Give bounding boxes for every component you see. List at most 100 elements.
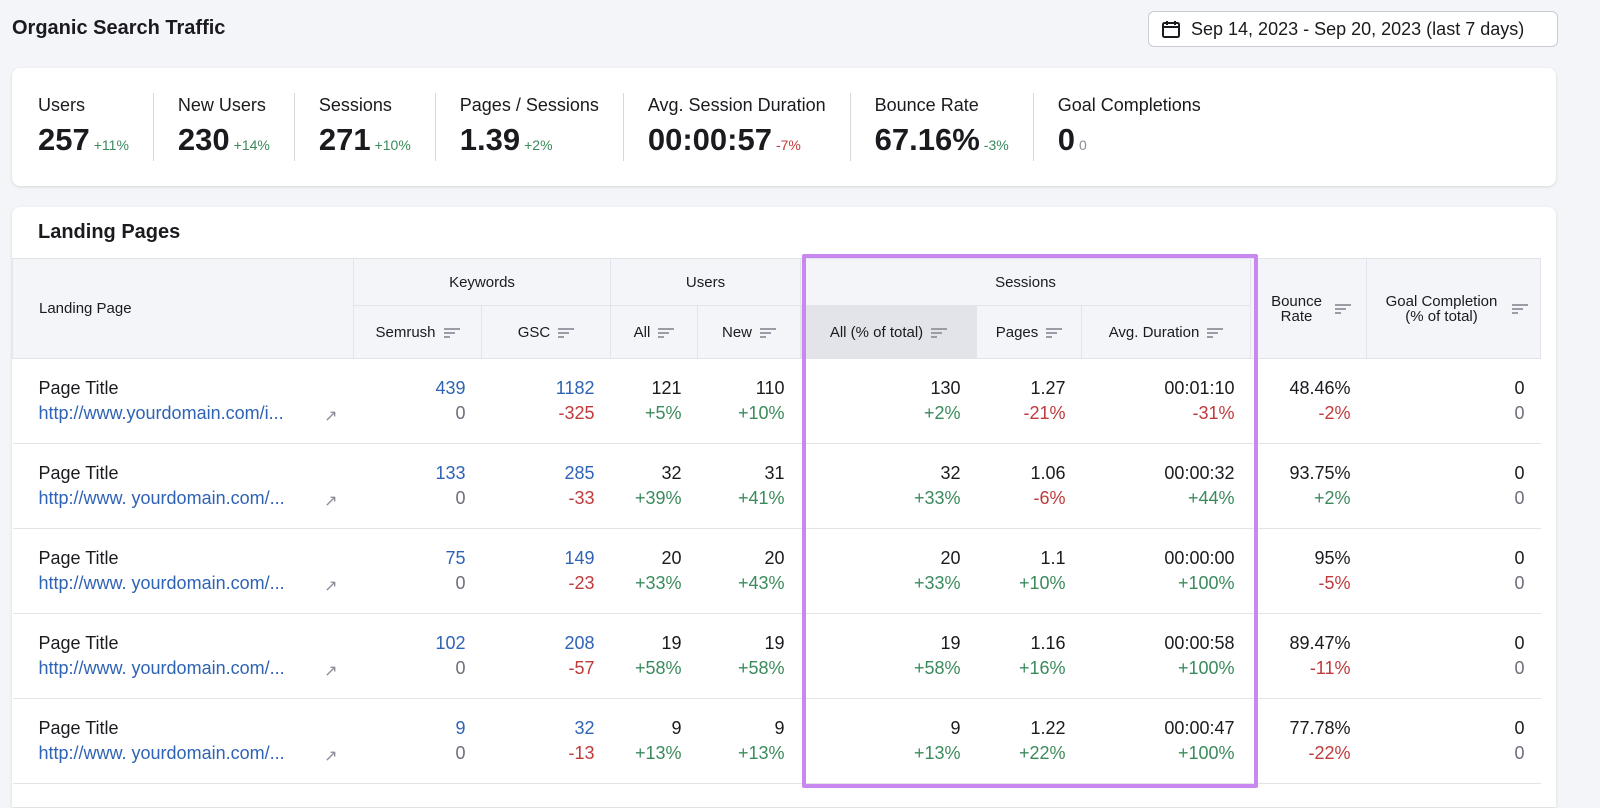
kpi-goal-completions: Goal Completions 0 0	[1057, 95, 1201, 157]
cell-sess: 130 +2%	[800, 358, 977, 444]
header-sessions: Sessions	[800, 258, 1251, 306]
cell-gsc: 32 -13	[481, 698, 611, 784]
header-users: Users	[610, 258, 801, 306]
external-link-icon[interactable]: ↗	[324, 663, 338, 680]
page-title: Page Title	[38, 378, 119, 398]
sort-icon[interactable]	[558, 326, 575, 340]
cell-sess: 20 +33%	[800, 528, 977, 614]
sort-icon[interactable]	[760, 326, 776, 340]
header-goal-completion[interactable]: Goal Completion (% of total)	[1366, 258, 1541, 359]
sort-icon[interactable]	[1046, 326, 1063, 340]
date-range-picker[interactable]: Sep 14, 2023 - Sep 20, 2023 (last 7 days…	[1148, 11, 1558, 47]
cell-landing-page: Page Title http://www. yourdomain.com/...…	[12, 613, 354, 699]
external-link-icon[interactable]: ↗	[324, 578, 338, 595]
kpi-pages-sessions: Pages / Sessions 1.39 +2%	[460, 93, 624, 161]
cell-bounce: 95% -5%	[1250, 528, 1367, 614]
external-link-icon[interactable]: ↗	[324, 408, 338, 425]
cell-pages: 1.16 +16%	[976, 613, 1082, 699]
cell-bounce: 48.46% -2%	[1250, 358, 1367, 444]
kpi-delta: +2%	[524, 137, 553, 153]
kpi-delta: -7%	[775, 137, 801, 153]
cell-landing-page: Page Title http://www. yourdomain.com/...…	[12, 698, 354, 784]
sort-icon[interactable]	[443, 326, 460, 340]
cell-pages: 1.22 +22%	[976, 698, 1082, 784]
kpi-bounce-rate: Bounce Rate 67.16% -3%	[875, 93, 1034, 161]
table-row: Page Title http://www. yourdomain.com/...…	[12, 698, 1541, 784]
column-all[interactable]: All	[610, 305, 698, 359]
section-title: Landing Pages	[38, 221, 181, 243]
cell-sess: 9 +13%	[800, 698, 977, 784]
page-url-link[interactable]: http://www. yourdomain.com/...	[38, 658, 285, 678]
calendar-icon	[1162, 21, 1180, 38]
kpi-delta: +14%	[233, 137, 270, 153]
cell-avg: 00:00:32 +44%	[1081, 443, 1251, 529]
column-gsc[interactable]: GSC	[481, 305, 611, 359]
cell-all: 19 +58%	[610, 613, 698, 699]
external-link-icon[interactable]: ↗	[324, 493, 338, 510]
cell-sess: 32 +33%	[800, 443, 977, 529]
sort-icon	[1512, 302, 1528, 316]
landing-pages-card: Landing Pages Landing Page Keywords User…	[12, 207, 1556, 807]
cell-landing-page: Page Title http://www. yourdomain.com/...…	[12, 443, 354, 529]
column-pages[interactable]: Pages	[976, 305, 1082, 359]
cell-new: 110 +10%	[697, 358, 801, 444]
cell-all: 20 +33%	[610, 528, 698, 614]
page-url-link[interactable]: http://www.yourdomain.com/i...	[38, 403, 284, 423]
page-url-link[interactable]: http://www. yourdomain.com/...	[38, 573, 285, 593]
kpi-summary: Users 257 +11% New Users 230 +14% Sessions 271 +…	[12, 68, 1556, 186]
cell-gsc: 1182 -325	[481, 358, 611, 444]
cell-new: 31 +41%	[697, 443, 801, 529]
sort-icon	[1334, 302, 1351, 316]
page-title: Page Title	[38, 633, 119, 653]
cell-gsc: 208 -57	[481, 613, 611, 699]
column-avg[interactable]: Avg. Duration	[1081, 305, 1251, 359]
kpi-users: Users 257 +11%	[38, 93, 154, 161]
cell-gsc: 149 -23	[481, 528, 611, 614]
cell-new: 19 +58%	[697, 613, 801, 699]
page-title: Page Title	[38, 718, 119, 738]
page-url-link[interactable]: http://www. yourdomain.com/...	[38, 488, 285, 508]
cell-bounce: 89.47% -11%	[1250, 613, 1367, 699]
table-row: Page Title http://www. yourdomain.com/...…	[12, 613, 1541, 699]
cell-semrush: 75 0	[353, 528, 482, 614]
column-semrush[interactable]: Semrush	[353, 305, 482, 359]
date-range-label: Sep 14, 2023 - Sep 20, 2023 (last 7 days…	[1191, 18, 1525, 39]
cell-semrush: 133 0	[353, 443, 482, 529]
cell-pages: 1.27 -21%	[976, 358, 1082, 444]
column-sess_all[interactable]: All (% of total)	[800, 305, 977, 359]
page-title: Page Title	[38, 463, 119, 483]
cell-avg: 00:00:47 +100%	[1081, 698, 1251, 784]
cell-avg: 00:00:00 +100%	[1081, 528, 1251, 614]
cell-landing-page: Page Title http://www. yourdomain.com/...…	[12, 528, 354, 614]
header-keywords: Keywords	[353, 258, 611, 306]
page-title: Organic Search Traffic	[12, 17, 226, 39]
kpi-sessions: Sessions 271 +10%	[319, 93, 436, 161]
sort-icon[interactable]	[931, 326, 948, 340]
sort-icon[interactable]	[658, 326, 675, 340]
kpi-delta: +11%	[93, 137, 129, 153]
kpi-delta: -3%	[983, 137, 1009, 153]
header-landing-page: Landing Page	[12, 258, 354, 359]
cell-semrush: 102 0	[353, 613, 482, 699]
sort-icon[interactable]	[1207, 326, 1224, 340]
cell-all: 32 +39%	[610, 443, 698, 529]
cell-pages: 1.1 +10%	[976, 528, 1082, 614]
table-row: Page Title http://www.yourdomain.com/i...…	[12, 358, 1541, 444]
cell-bounce: 77.78% -22%	[1250, 698, 1367, 784]
column-new[interactable]: New	[697, 305, 801, 359]
cell-all: 9 +13%	[610, 698, 698, 784]
cell-sess: 19 +58%	[800, 613, 977, 699]
cell-landing-page: Page Title http://www.yourdomain.com/i...…	[12, 358, 354, 444]
header-bounce-rate[interactable]: Bounce Rate	[1250, 258, 1367, 359]
external-link-icon[interactable]: ↗	[324, 748, 338, 765]
cell-all: 121 +5%	[610, 358, 698, 444]
cell-semrush: 439 0	[353, 358, 482, 444]
page-url-link[interactable]: http://www. yourdomain.com/...	[38, 743, 285, 763]
kpi-new-users: New Users 230 +14%	[178, 93, 295, 161]
